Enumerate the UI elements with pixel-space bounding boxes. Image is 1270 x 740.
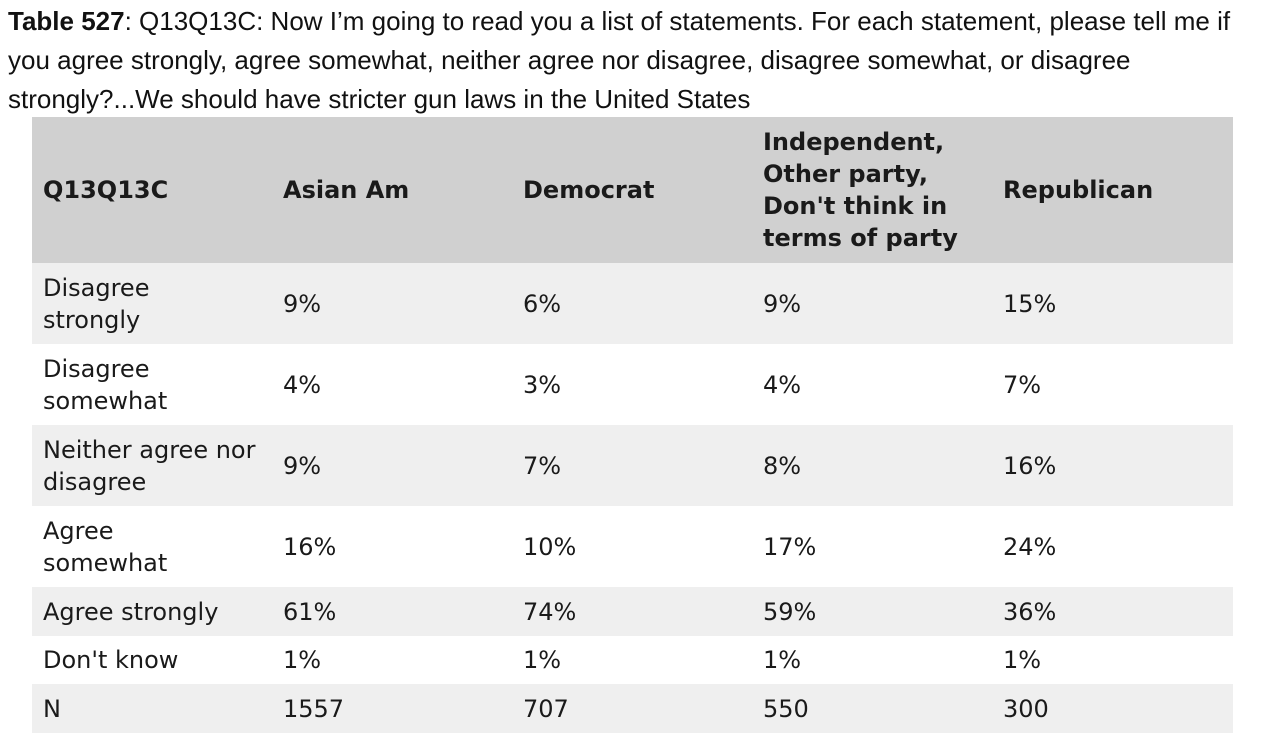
cell-asian-am: 1557 bbox=[283, 694, 345, 723]
cell-asian-am: 1% bbox=[283, 646, 322, 674]
table-row: Agree strongly 61% 74% 59% 36% bbox=[32, 587, 1233, 636]
question-text: : Q13Q13C: Now I’m going to read you a l… bbox=[8, 6, 1231, 114]
cell-democrat: 1% bbox=[523, 646, 562, 674]
cell-asian-am: 9% bbox=[283, 451, 322, 480]
table-row: N 1557 707 550 300 bbox=[32, 684, 1233, 733]
table-row: Agree somewhat 16% 10% 17% 24% bbox=[32, 506, 1233, 587]
row-label: Disagree somewhat bbox=[43, 354, 168, 415]
table-row: Disagree somewhat 4% 3% 4% 7% bbox=[32, 344, 1233, 425]
cell-republican: 15% bbox=[1003, 289, 1057, 318]
cell-independent: 9% bbox=[763, 289, 802, 318]
cell-republican: 16% bbox=[1003, 451, 1057, 480]
cell-independent: 4% bbox=[763, 370, 802, 399]
header-asian-am: Asian Am bbox=[283, 176, 410, 204]
cell-republican: 1% bbox=[1003, 646, 1042, 674]
header-row: Q13Q13C Asian Am Democrat Independent, O… bbox=[32, 117, 1233, 263]
header-independent: Independent, Other party, Don't think in… bbox=[763, 128, 958, 252]
row-label: N bbox=[43, 694, 61, 723]
cell-republican: 24% bbox=[1003, 532, 1057, 561]
cell-democrat: 10% bbox=[523, 532, 577, 561]
cell-independent: 550 bbox=[763, 694, 809, 723]
cell-independent: 1% bbox=[763, 646, 802, 674]
row-label: Don't know bbox=[43, 646, 179, 674]
row-label: Neither agree nor disagree bbox=[43, 435, 256, 496]
cell-independent: 8% bbox=[763, 451, 802, 480]
cell-independent: 59% bbox=[763, 597, 817, 626]
row-label: Disagree strongly bbox=[43, 273, 150, 334]
table-row: Neither agree nor disagree 9% 7% 8% 16% bbox=[32, 425, 1233, 506]
row-label: Agree strongly bbox=[43, 597, 219, 626]
cell-democrat: 74% bbox=[523, 597, 577, 626]
cell-republican: 36% bbox=[1003, 597, 1057, 626]
cell-democrat: 3% bbox=[523, 370, 562, 399]
cell-asian-am: 4% bbox=[283, 370, 322, 399]
cell-asian-am: 9% bbox=[283, 289, 322, 318]
header-democrat: Democrat bbox=[523, 176, 655, 204]
table-row: Disagree strongly 9% 6% 9% 15% bbox=[32, 263, 1233, 344]
table-caption: Table 527: Q13Q13C: Now I’m going to rea… bbox=[8, 2, 1248, 119]
cell-asian-am: 61% bbox=[283, 597, 337, 626]
cell-independent: 17% bbox=[763, 532, 817, 561]
cell-democrat: 7% bbox=[523, 451, 562, 480]
cell-democrat: 6% bbox=[523, 289, 562, 318]
cell-democrat: 707 bbox=[523, 694, 569, 723]
row-label: Agree somewhat bbox=[43, 516, 168, 577]
header-question-code: Q13Q13C bbox=[43, 176, 169, 204]
table-number-label: Table 527 bbox=[8, 6, 125, 36]
cell-republican: 300 bbox=[1003, 694, 1049, 723]
table-row: Don't know 1% 1% 1% 1% bbox=[32, 636, 1233, 684]
crosstab-table: Q13Q13C Asian Am Democrat Independent, O… bbox=[32, 117, 1233, 733]
header-republican: Republican bbox=[1003, 176, 1154, 204]
cell-republican: 7% bbox=[1003, 370, 1042, 399]
cell-asian-am: 16% bbox=[283, 532, 337, 561]
